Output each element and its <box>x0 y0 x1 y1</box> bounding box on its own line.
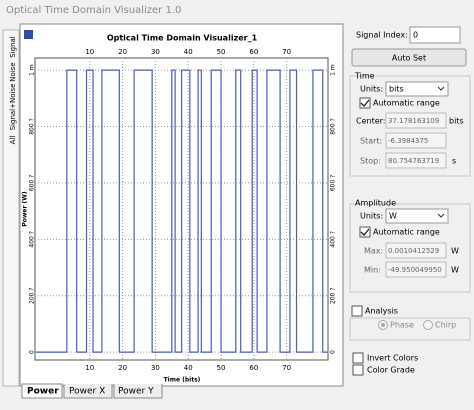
plot-icon[interactable] <box>24 30 33 39</box>
bottom-tab[interactable]: Power X <box>69 387 105 397</box>
checkbox-label[interactable]: Color Grade <box>367 366 415 375</box>
text-field <box>385 152 447 169</box>
label: Min: <box>364 266 381 275</box>
x-tick-label: 10 <box>85 364 94 372</box>
dropdown[interactable] <box>385 81 449 97</box>
x-tick-label: 50 <box>217 48 226 56</box>
label: Units: <box>360 85 383 94</box>
side-tab[interactable]: Noise <box>9 62 17 81</box>
text-field <box>385 132 447 149</box>
label: Stop: <box>360 157 381 166</box>
x-tick-label: 40 <box>184 48 193 56</box>
spin-value[interactable]: 0 <box>413 31 418 40</box>
x-tick-label: 50 <box>217 364 226 372</box>
text-field <box>385 261 447 278</box>
field-value: -6.3984375 <box>388 137 428 145</box>
text-field <box>385 242 447 259</box>
x-tick-label: 70 <box>282 48 291 56</box>
x-tick-label: 20 <box>118 48 127 56</box>
text-field <box>385 112 447 129</box>
dropdown-value[interactable]: bits <box>389 85 404 94</box>
label: Start: <box>360 137 382 146</box>
dropdown-value[interactable]: W <box>389 212 397 221</box>
radio-label[interactable]: Chirp <box>435 321 456 330</box>
label: Units: <box>360 212 383 221</box>
plot-layer: 10 10 20 20 30 30 40 40 50 50 60 60 70 70 0 0 200 ? 200 ?… <box>29 48 337 372</box>
checkbox[interactable] <box>359 97 371 109</box>
field-value: -49.950049950 <box>388 266 442 274</box>
check-mark <box>360 99 370 107</box>
unit: bits <box>449 117 464 126</box>
y-tick-label: 400 ? <box>330 231 337 248</box>
checkbox[interactable] <box>351 305 363 317</box>
x-tick-label: 30 <box>151 364 160 372</box>
x-tick-label: 10 <box>85 48 94 56</box>
x-tick-label: 60 <box>249 48 258 56</box>
y-tick-label: 0 <box>29 350 36 354</box>
y-tick-label: 1 m <box>29 64 36 76</box>
checkbox-label[interactable]: Invert Colors <box>367 354 418 363</box>
dropdown-arrow <box>437 86 445 91</box>
unit: W <box>451 266 459 275</box>
side-tab[interactable]: All <box>9 136 17 145</box>
radio[interactable] <box>423 320 433 330</box>
field-value: 37.178163109 <box>388 117 439 125</box>
field-value: 80.754763719 <box>388 157 439 165</box>
x-tick-label: 30 <box>151 48 160 56</box>
checkbox[interactable] <box>352 364 364 376</box>
checkbox[interactable] <box>352 352 364 364</box>
y-tick-label: 800 ? <box>330 118 337 135</box>
y-tick-label: 1 m <box>330 64 337 76</box>
dropdown[interactable] <box>385 208 449 224</box>
radio-label[interactable]: Phase <box>390 321 414 330</box>
window-title: Optical Time Domain Visualizer 1.0 <box>6 5 181 16</box>
bottom-tab-active[interactable] <box>21 383 63 399</box>
unit: s <box>452 157 456 166</box>
group-box <box>349 203 471 293</box>
bottom-tab-frame <box>113 384 163 399</box>
x-tick-label: 60 <box>249 364 258 372</box>
y-tick-label: 200 ? <box>330 287 337 304</box>
unit: W <box>451 247 459 256</box>
x-tick-label: 70 <box>282 364 291 372</box>
signal-line <box>35 69 328 353</box>
field-value: 0.0010412529 <box>388 247 439 255</box>
x-tick-label: 20 <box>118 364 127 372</box>
y-tick-label: 800 ? <box>29 118 36 135</box>
checkbox-label[interactable]: Analysis <box>365 307 398 316</box>
group-box <box>349 317 471 341</box>
side-tab-strip <box>2 29 20 387</box>
y-tick-label: 600 ? <box>29 175 36 192</box>
dropdown-arrow <box>437 213 445 218</box>
y-tick-label: 200 ? <box>29 287 36 304</box>
bottom-tab-frame <box>63 384 113 399</box>
checkbox-label[interactable]: Automatic range <box>373 228 440 237</box>
button[interactable] <box>351 48 467 67</box>
y-tick-label: 0 <box>330 350 337 354</box>
label: Max: <box>364 247 383 256</box>
label: Center: <box>356 117 385 126</box>
x-tick-label: 40 <box>184 364 193 372</box>
checkbox-label[interactable]: Automatic range <box>373 99 440 108</box>
check-mark <box>360 228 370 236</box>
side-tab[interactable]: Signal+Noise <box>9 84 17 131</box>
spin-box[interactable] <box>409 26 461 44</box>
y-axis-label: Power (W) <box>22 191 29 227</box>
chart-title: Optical Time Domain Visualizer_1 <box>107 34 258 43</box>
radio-dot <box>381 323 385 327</box>
label: Signal Index: <box>356 31 408 40</box>
checkbox[interactable] <box>359 226 371 238</box>
bottom-tab[interactable]: Power Y <box>118 387 154 397</box>
x-axis-label: Time (bits) <box>164 377 201 384</box>
side-tab[interactable]: Signal <box>9 36 17 58</box>
group-box <box>349 75 471 177</box>
button-label[interactable]: Auto Set <box>392 54 426 63</box>
y-tick-label: 400 ? <box>29 231 36 248</box>
group-title: Time <box>354 72 375 81</box>
y-tick-label: 600 ? <box>330 175 337 192</box>
group-title: Amplitude <box>355 199 396 208</box>
bottom-tab[interactable]: Power <box>27 387 59 397</box>
